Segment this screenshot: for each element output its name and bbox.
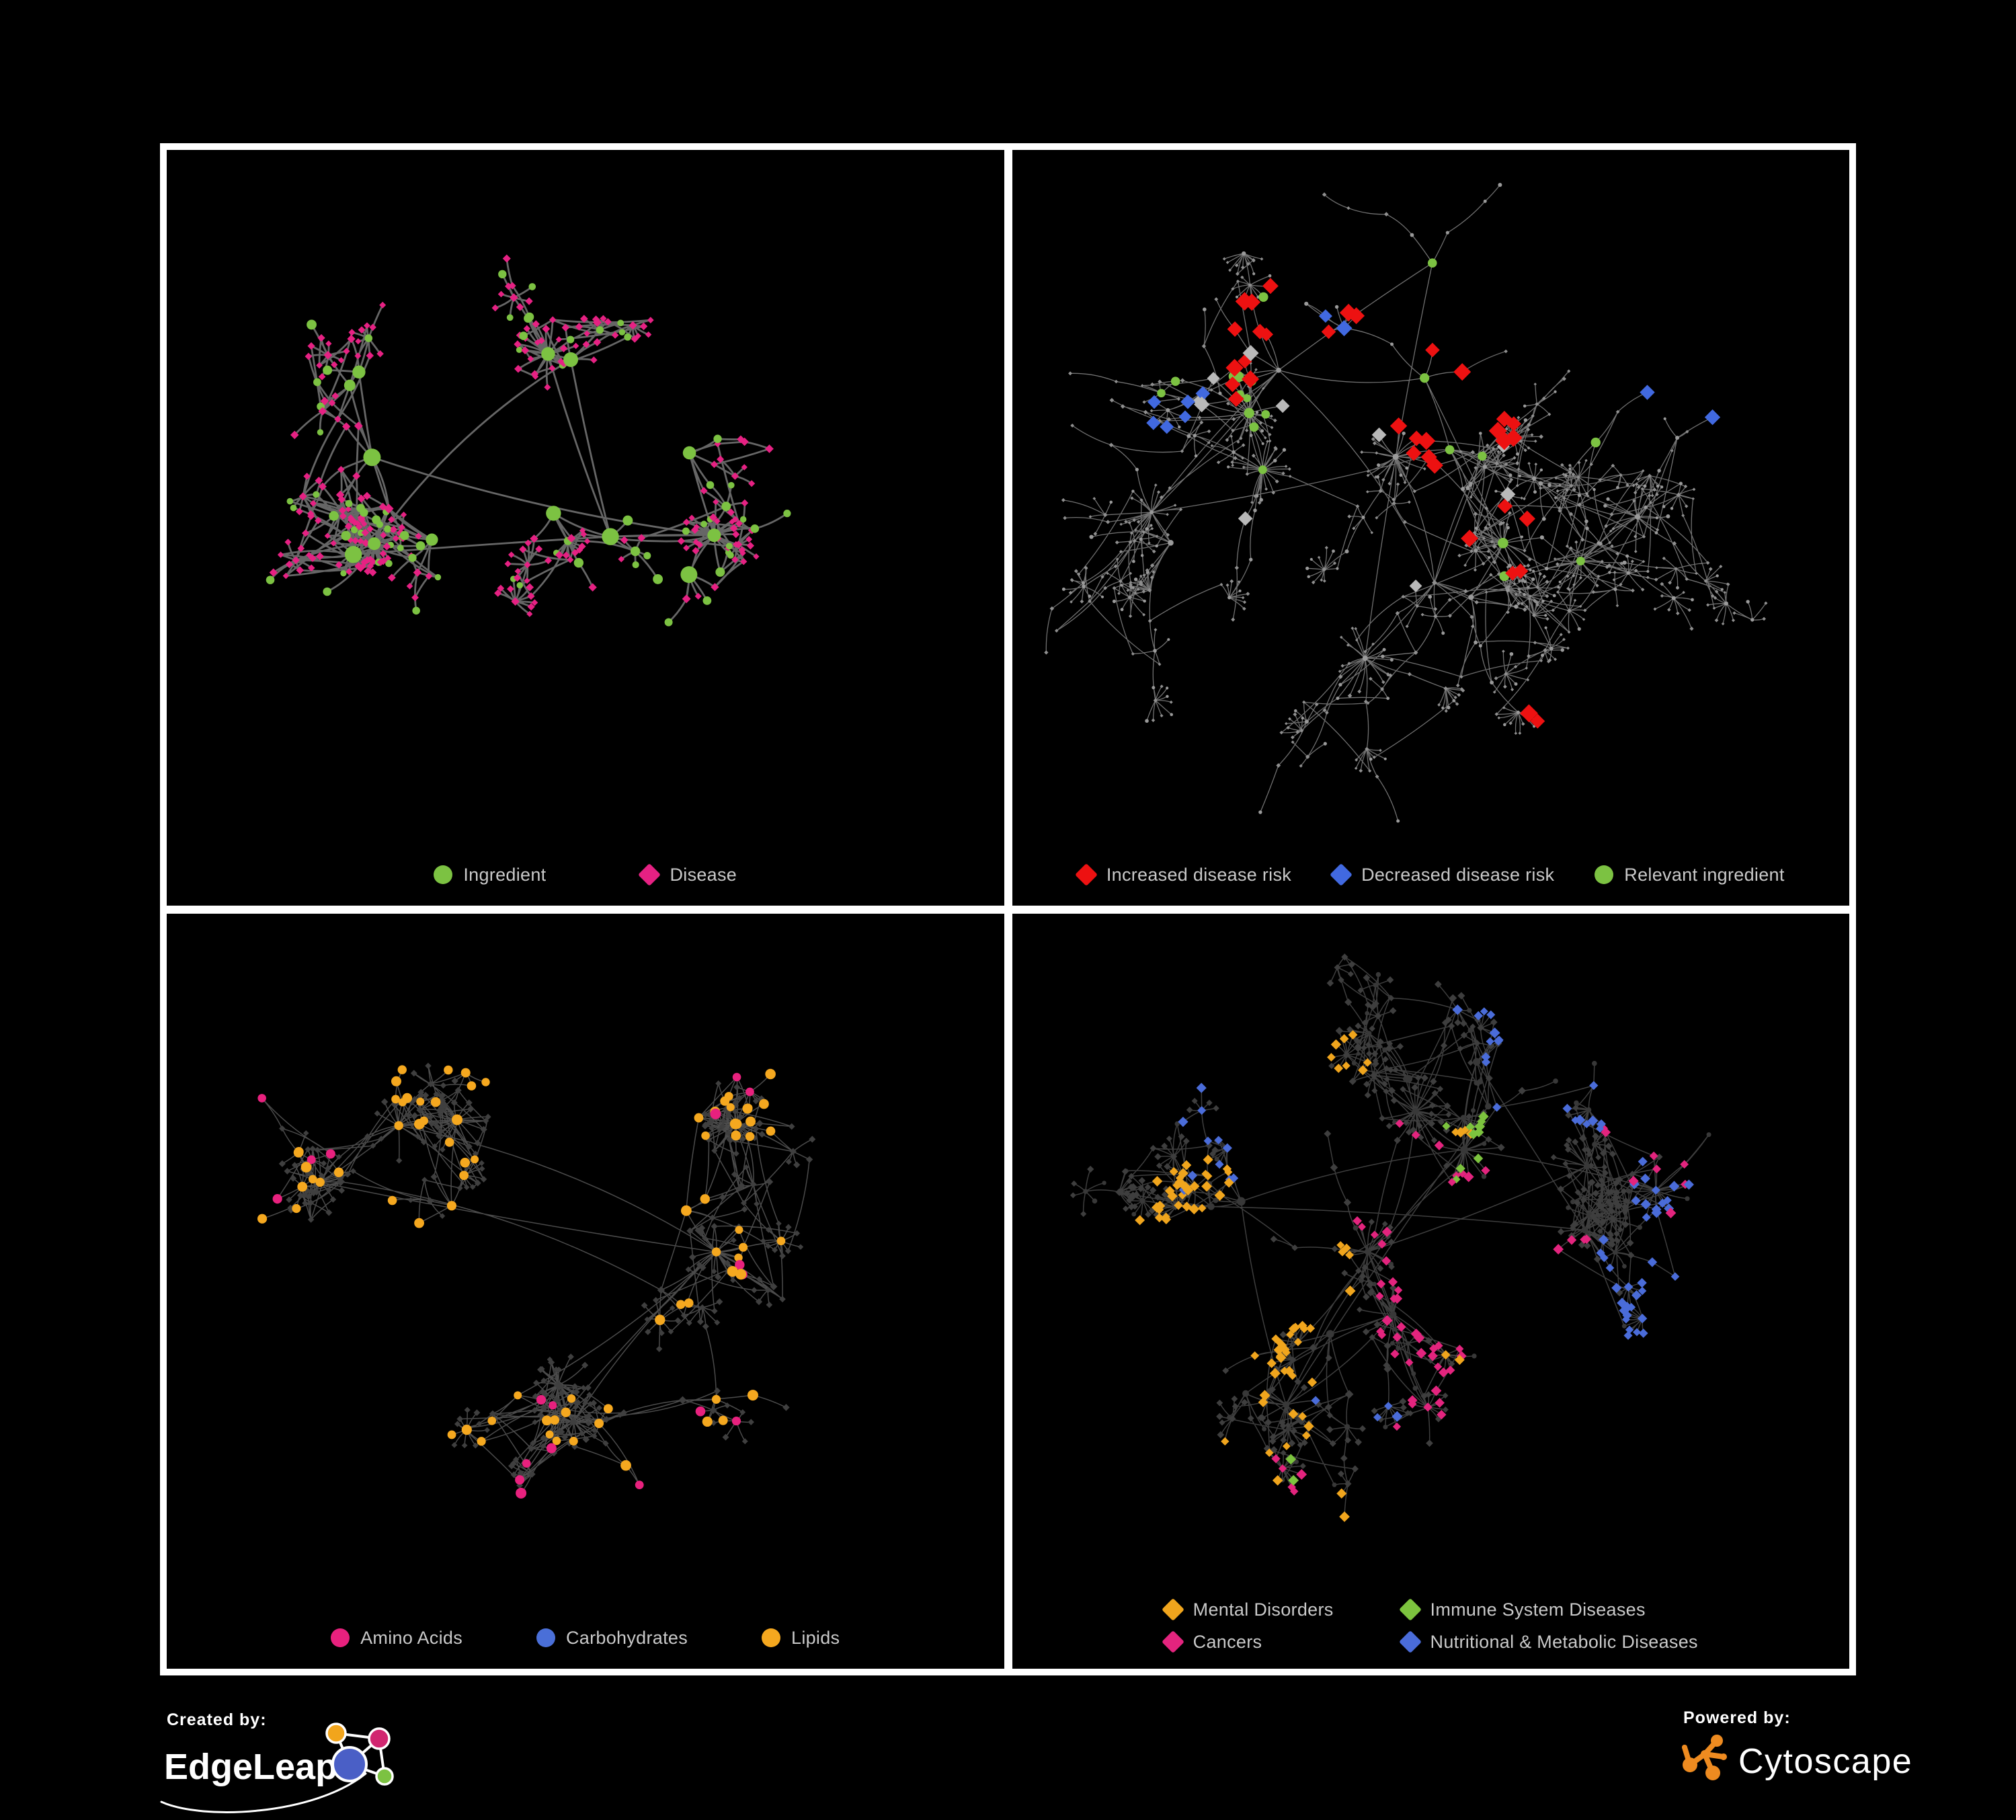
- legend-item-mental-disorders: Mental Disorders: [1161, 1598, 1334, 1621]
- edgeleap-network-icon: [325, 1723, 394, 1786]
- legend-label-lipids: Lipids: [791, 1628, 840, 1648]
- legend-nutrient-classes: Amino Acids Carbohydrates Lipids: [167, 1627, 1004, 1649]
- legend-label-disease: Disease: [670, 864, 737, 885]
- network-graph-ingredient-disease: [266, 254, 791, 627]
- relevant-ingredient-circle-icon: [1595, 865, 1614, 884]
- legend-ingredient-disease: Ingredient Disease: [167, 863, 1004, 886]
- legend-label-ingredient: Ingredient: [463, 864, 547, 885]
- immune-system-diseases-diamond-icon: [1398, 1598, 1422, 1621]
- legend-label-mental-disorders: Mental Disorders: [1193, 1599, 1334, 1620]
- legend-label-decreased-risk: Decreased disease risk: [1361, 864, 1555, 885]
- cytoscape-wordmark: Cytoscape: [1738, 1742, 1912, 1781]
- panel-nutrient-classes: Amino Acids Carbohydrates Lipids: [167, 913, 1004, 1669]
- legend-item-cancers: Cancers: [1161, 1630, 1334, 1653]
- legend-label-relevant-ingredient: Relevant ingredient: [1624, 864, 1785, 885]
- legend-item-immune-system-diseases: Immune System Diseases: [1398, 1598, 1698, 1621]
- legend-item-carbohydrates: Carbohydrates: [536, 1627, 688, 1649]
- increased-risk-diamond-icon: [1074, 863, 1098, 886]
- legend-item-lipids: Lipids: [762, 1627, 840, 1649]
- legend-label-increased-risk: Increased disease risk: [1106, 864, 1292, 885]
- legend-item-nutritional-metabolic-diseases: Nutritional & Metabolic Diseases: [1398, 1630, 1698, 1653]
- legend-item-disease: Disease: [638, 863, 737, 886]
- legend-item-relevant-ingredient: Relevant ingredient: [1595, 864, 1784, 885]
- legend-item-decreased-risk: Decreased disease risk: [1330, 863, 1555, 886]
- decreased-risk-diamond-icon: [1330, 863, 1353, 886]
- legend-item-ingredient: Ingredient: [434, 864, 546, 885]
- edgeleap-swoosh: [160, 1772, 367, 1813]
- legend-label-immune-system-diseases: Immune System Diseases: [1430, 1599, 1646, 1620]
- legend-item-increased-risk: Increased disease risk: [1074, 863, 1292, 886]
- legend-disease-classes: Mental Disorders Cancers Immune System D…: [1012, 1598, 1850, 1653]
- created-by-label: Created by:: [167, 1710, 267, 1729]
- legend-label-carbohydrates: Carbohydrates: [566, 1628, 688, 1648]
- network-graph-nutrient-classes: [257, 1062, 816, 1499]
- cytoscape-logo: Powered by: Cytoscape: [1682, 1708, 1912, 1781]
- legend-disease-risk: Increased disease risk Decreased disease…: [1012, 863, 1850, 886]
- powered-by-label: Powered by:: [1683, 1708, 1791, 1727]
- edgeleap-logo: Created by: EdgeLeap: [160, 1710, 394, 1813]
- cytoscape-network-icon: [1682, 1735, 1727, 1780]
- panel-disease-classes: Mental Disorders Cancers Immune System D…: [1012, 913, 1850, 1669]
- network-graph-disease-risk: [1043, 182, 1768, 823]
- figure-grid: Ingredient Disease Increased disease ris…: [160, 143, 1856, 1675]
- cancers-diamond-icon: [1161, 1630, 1184, 1653]
- legend-label-amino-acids: Amino Acids: [360, 1628, 462, 1648]
- carbohydrates-circle-icon: [536, 1628, 555, 1647]
- amino-acids-circle-icon: [331, 1628, 350, 1647]
- edgeleap-wordmark: EdgeLeap: [164, 1747, 337, 1787]
- legend-label-cancers: Cancers: [1193, 1632, 1262, 1652]
- panel-disease-risk: Increased disease risk Decreased disease…: [1012, 150, 1850, 906]
- mental-disorders-diamond-icon: [1161, 1598, 1184, 1621]
- panel-ingredient-disease: Ingredient Disease: [167, 150, 1004, 906]
- legend-item-amino-acids: Amino Acids: [331, 1627, 462, 1649]
- legend-label-nutritional-metabolic-diseases: Nutritional & Metabolic Diseases: [1430, 1632, 1698, 1652]
- network-graph-disease-classes: [1070, 953, 1711, 1522]
- ingredient-circle-icon: [434, 865, 453, 884]
- lipids-circle-icon: [762, 1628, 780, 1647]
- nutritional-metabolic-diseases-diamond-icon: [1398, 1630, 1422, 1653]
- disease-diamond-icon: [638, 863, 661, 886]
